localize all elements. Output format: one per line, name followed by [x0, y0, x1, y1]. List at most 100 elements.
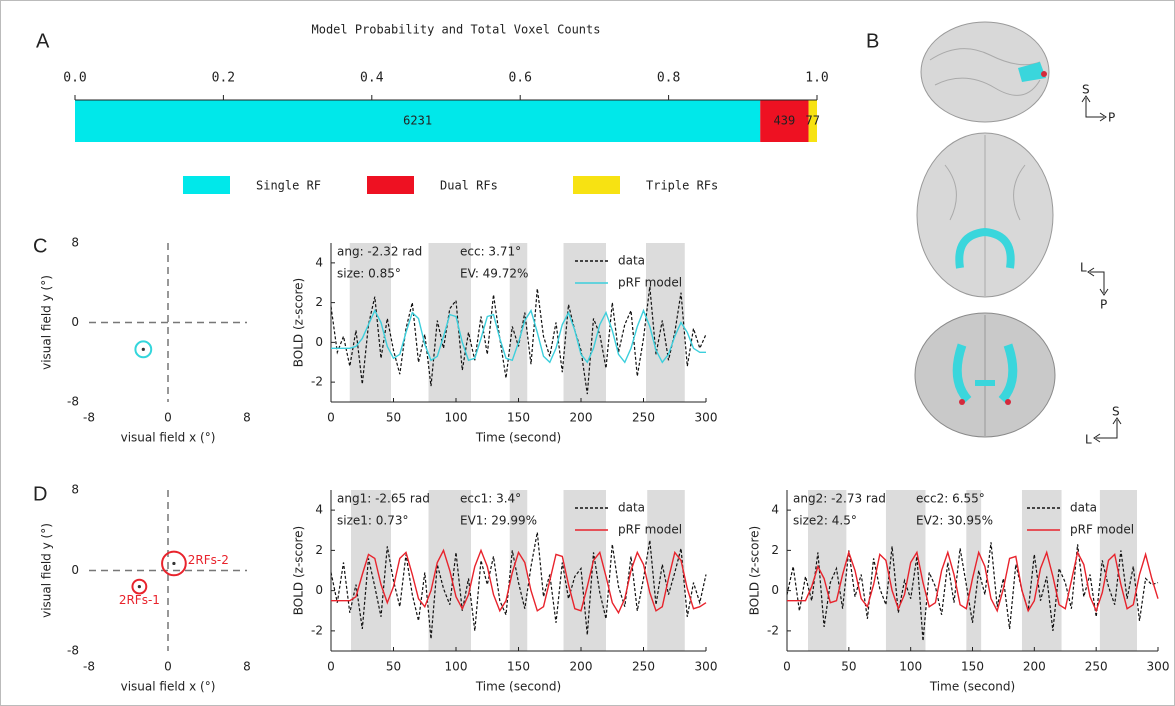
rf-circle: [131, 578, 148, 595]
y-tick-label: 4: [315, 503, 323, 517]
x-tick-label: 0: [783, 660, 791, 674]
legend-label: Dual RFs: [440, 179, 498, 193]
annotation: size: 0.85°: [337, 267, 401, 281]
annotation: ang: -2.32 rad: [337, 245, 422, 259]
panel-label: A: [36, 30, 50, 52]
panel-label: D: [33, 483, 47, 505]
chart-title: Model Probability and Total Voxel Counts: [312, 23, 601, 37]
point-label: 2RFs-1: [119, 593, 160, 607]
y-axis-label: visual field y (°): [40, 523, 54, 618]
orientation-label: L: [1085, 433, 1092, 447]
orientation-label: S: [1112, 405, 1120, 419]
x-tick-label: -8: [83, 411, 95, 425]
orientation-label: S: [1082, 83, 1090, 97]
annotation: ecc: 3.71°: [460, 245, 521, 259]
y-axis-label: BOLD (z-score): [292, 278, 306, 367]
segment-label: 439: [774, 114, 796, 128]
annotation: EV1: 29.99%: [460, 514, 537, 528]
x-axis-label: visual field x (°): [121, 680, 216, 694]
y-tick-label: 2: [315, 543, 323, 557]
x-tick-label: 0: [327, 411, 335, 425]
y-axis-label: BOLD (z-score): [748, 526, 762, 615]
legend-label: data: [1070, 501, 1097, 515]
y-axis-label: visual field y (°): [40, 275, 54, 370]
x-axis-label: Time (second): [929, 680, 1015, 694]
x-tick-label: 0: [327, 660, 335, 674]
panel-label: C: [33, 235, 47, 257]
annotation: EV: 49.72%: [460, 267, 528, 281]
legend-label: Triple RFs: [646, 179, 718, 193]
x-tick-label: 300: [695, 660, 718, 674]
y-tick-label: -8: [67, 395, 79, 409]
point-label: 2RFs-2: [188, 553, 229, 567]
rf-center: [172, 561, 176, 566]
x-tick-label: 300: [1147, 660, 1170, 674]
stimulus-block: [563, 490, 606, 651]
stimulus-block: [428, 243, 471, 402]
segment-label: 77: [806, 114, 820, 128]
annotation: ang2: -2.73 rad: [793, 492, 886, 506]
y-axis-label: BOLD (z-score): [292, 526, 306, 615]
orientation-arrows: [1081, 95, 1122, 443]
orientation-label: P: [1100, 298, 1107, 312]
x-tick-label: 250: [632, 411, 655, 425]
stimulus-block: [885, 490, 926, 651]
x-axis-label: Time (second): [475, 680, 561, 694]
stimulus-block: [646, 243, 685, 402]
rf-circle: [134, 340, 153, 359]
legend-label: pRF model: [618, 523, 682, 537]
legend-label: data: [618, 501, 645, 515]
x-tick-label: 200: [1023, 660, 1046, 674]
series-line: [330, 532, 707, 639]
bar-segment: [760, 100, 809, 142]
y-tick-label: 0: [71, 315, 79, 329]
segment-label: 6231: [403, 114, 432, 128]
x-tick-label: 200: [570, 411, 593, 425]
x-axis-label: visual field x (°): [121, 431, 216, 445]
rf-circle: [161, 550, 187, 577]
stimulus-block: [351, 490, 391, 651]
brain-axial: [916, 132, 1054, 298]
bar-segment: [75, 100, 761, 142]
y-tick-label: 2: [771, 543, 779, 557]
y-tick-label: -8: [67, 644, 79, 658]
annotation: ecc2: 6.55°: [916, 492, 985, 506]
y-tick-label: 8: [71, 483, 79, 497]
legend-label: Single RF: [256, 179, 321, 193]
x-tick-label: 0: [164, 660, 172, 674]
x-tick-label: 100: [445, 411, 468, 425]
orientation-label: L: [1080, 261, 1087, 275]
series-line: [330, 286, 707, 395]
x-tick-label: 8: [243, 660, 251, 674]
x-tick-label: 50: [386, 411, 401, 425]
annotation: ang1: -2.65 rad: [337, 492, 430, 506]
legend-swatch: [573, 176, 620, 194]
series-line: [787, 550, 1159, 613]
x-tick-label: 50: [841, 660, 856, 674]
x-axis-label: Time (second): [475, 431, 561, 445]
stimulus-block: [808, 490, 847, 651]
y-tick-label: 2: [315, 295, 323, 309]
y-tick-label: 4: [315, 255, 323, 269]
x-tick-label: 1.0: [805, 71, 828, 86]
x-tick-label: 150: [507, 411, 530, 425]
legend-swatch: [367, 176, 414, 194]
bar-segment: [808, 100, 817, 142]
x-tick-label: -8: [83, 660, 95, 674]
stimulus-block: [509, 490, 528, 651]
stimulus-block: [647, 490, 685, 651]
y-tick-label: -2: [311, 623, 323, 637]
y-tick-label: 0: [315, 335, 323, 349]
stimulus-block: [509, 243, 528, 402]
x-tick-label: 100: [445, 660, 468, 674]
y-tick-label: -2: [311, 375, 323, 389]
brain-coronal: [914, 312, 1056, 438]
x-tick-label: 8: [243, 411, 251, 425]
x-tick-label: 0.6: [508, 71, 531, 86]
x-tick-label: 200: [570, 660, 593, 674]
series-line: [331, 308, 706, 364]
legend-swatch: [183, 176, 230, 194]
stimulus-block: [1021, 490, 1062, 651]
y-tick-label: -2: [767, 623, 779, 637]
legend-label: pRF model: [1070, 523, 1134, 537]
